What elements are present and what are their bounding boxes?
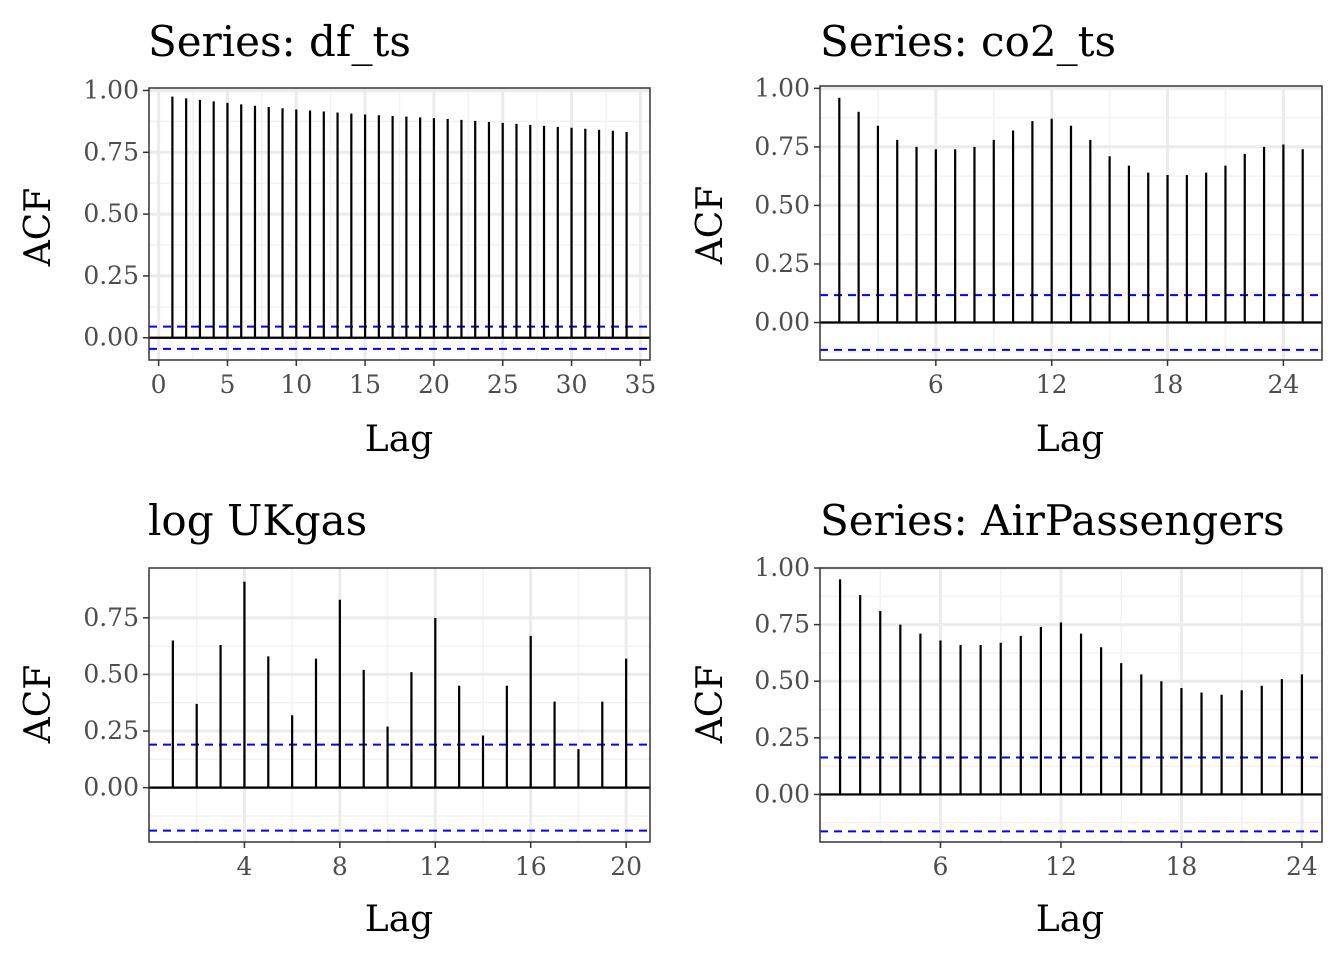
y-tick-label: 0.25 [754, 723, 810, 752]
y-tick-label: 1.00 [83, 75, 139, 104]
x-tick-label: 8 [332, 852, 348, 881]
panel-border [148, 87, 651, 361]
y-tick-label: 0.25 [83, 716, 139, 745]
y-tick-label: 0.75 [83, 603, 139, 632]
acf-panel-df-ts: Series: df_ts ACF Lag 0.00 0.25 0.50 0.75 1.… [18, 17, 656, 460]
x-tick-label: 30 [556, 370, 588, 399]
x-tick-label: 18 [1166, 852, 1198, 881]
panel-border [819, 567, 1323, 843]
panel-border [819, 85, 1323, 361]
x-tick-label: 24 [1286, 852, 1318, 881]
acf-panel-log-ukgas: log UKgas ACF Lag 0.00 0.25 0.50 0.75 4 8 12 16… [18, 496, 651, 940]
y-axis-title: ACF [18, 665, 59, 745]
x-tick-label: 12 [1036, 370, 1068, 399]
y-tick-label: 0.00 [754, 779, 810, 808]
x-tick-label: 20 [418, 370, 450, 399]
panel-title: Series: co2_ts [820, 17, 1116, 66]
x-tick-label: 15 [349, 370, 381, 399]
plot-background [820, 568, 1322, 842]
x-tick-label: 20 [610, 852, 642, 881]
acf-panel-co2-ts: Series: co2_ts ACF Lag 0.00 0.25 0.50 0.75 1… [690, 17, 1323, 460]
y-tick-label: 0.50 [754, 190, 810, 219]
x-tick-label: 24 [1267, 370, 1299, 399]
x-tick-label: 4 [236, 852, 252, 881]
y-tick-label: 0.25 [83, 261, 139, 290]
y-tick-label: 1.00 [754, 73, 810, 102]
x-tick-label: 25 [487, 370, 519, 399]
y-tick-label: 0.00 [754, 308, 810, 337]
x-tick-label: 12 [1045, 852, 1077, 881]
x-tick-label: 35 [624, 370, 656, 399]
acf-panel-airpassengers: Series: AirPassengers ACF Lag 0.00 0.25 0.… [690, 496, 1323, 940]
y-tick-label: 0.75 [754, 132, 810, 161]
x-tick-label: 18 [1152, 370, 1184, 399]
x-tick-label: 16 [515, 852, 547, 881]
y-tick-label: 0.50 [83, 659, 139, 688]
panel-title: Series: df_ts [148, 17, 411, 66]
x-tick-label: 12 [419, 852, 451, 881]
x-tick-label: 6 [933, 852, 949, 881]
y-tick-label: 0.00 [83, 773, 139, 802]
panel-title: Series: AirPassengers [820, 496, 1285, 545]
y-tick-label: 0.50 [754, 666, 810, 695]
x-axis-title: Lag [365, 419, 433, 460]
x-axis-title: Lag [1036, 419, 1104, 460]
x-tick-label: 0 [151, 370, 167, 399]
y-tick-label: 0.00 [83, 323, 139, 352]
x-axis-title: Lag [365, 899, 433, 940]
panel-border [148, 567, 651, 843]
x-tick-label: 5 [220, 370, 236, 399]
y-axis-title: ACF [690, 186, 731, 266]
y-tick-label: 0.50 [83, 199, 139, 228]
y-tick-label: 0.75 [83, 137, 139, 166]
x-axis-title: Lag [1036, 899, 1104, 940]
x-tick-label: 10 [280, 370, 312, 399]
y-tick-label: 1.00 [754, 553, 810, 582]
x-tick-label: 6 [928, 370, 944, 399]
y-tick-label: 0.75 [754, 610, 810, 639]
y-axis-title: ACF [18, 188, 59, 268]
panel-title: log UKgas [148, 496, 367, 545]
plot-background [149, 568, 650, 842]
y-axis-title: ACF [690, 665, 731, 745]
y-tick-label: 0.25 [754, 249, 810, 278]
